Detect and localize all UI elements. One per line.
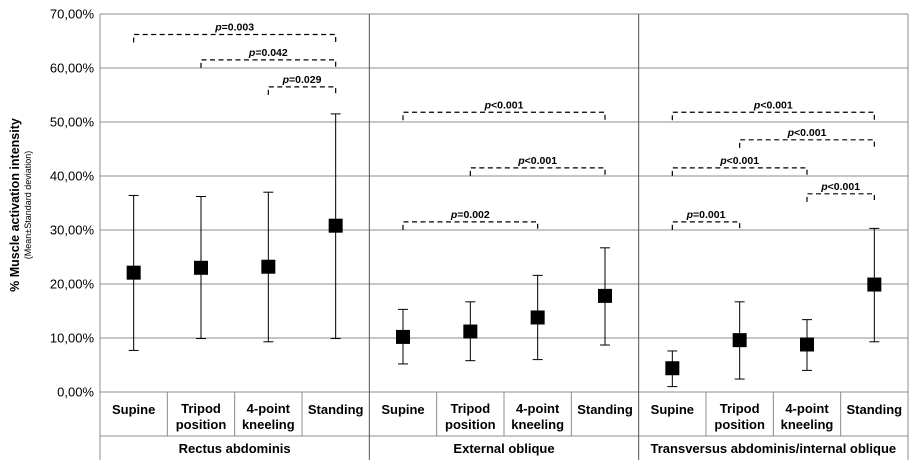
p-value-label: p<0.001 — [787, 127, 827, 139]
category-label: 4-point — [516, 401, 560, 416]
p-value-label: p=0.003 — [214, 22, 254, 34]
category-label: kneeling — [511, 417, 564, 432]
significance-bracket — [671, 167, 808, 176]
p-value-label: p<0.001 — [484, 99, 524, 111]
y-tick-label: 70,00% — [50, 7, 95, 22]
category-label: 4-point — [247, 401, 291, 416]
p-symbol: p — [820, 181, 828, 193]
category-label: Supine — [651, 402, 694, 417]
group-label: External oblique — [453, 441, 554, 456]
p-value: <0.001 — [828, 181, 861, 193]
mean-marker — [732, 333, 747, 348]
p-value-label: p<0.001 — [719, 155, 759, 167]
p-value: <0.001 — [491, 99, 524, 111]
mean-marker — [126, 265, 141, 280]
plot-frame — [99, 13, 909, 460]
p-value-label: p<0.001 — [753, 99, 793, 111]
category-label: position — [714, 417, 765, 432]
significance-bracket — [739, 139, 875, 148]
category-label: Standing — [577, 402, 633, 417]
mean-marker — [463, 324, 478, 339]
significance-bracket — [267, 86, 337, 95]
y-tick-label: 60,00% — [50, 61, 95, 76]
p-value: =0.001 — [693, 209, 726, 221]
p-value: <0.001 — [727, 155, 760, 167]
mean-marker — [867, 277, 882, 292]
y-tick-label: 30,00% — [50, 223, 95, 238]
category-label: Standing — [308, 402, 364, 417]
y-tick-label: 0,00% — [57, 385, 94, 400]
p-value: =0.002 — [457, 209, 490, 221]
mean-marker — [665, 361, 680, 376]
p-value-label: p<0.001 — [517, 155, 557, 167]
significance-bracket — [402, 111, 606, 121]
p-value-label: p=0.029 — [282, 74, 322, 86]
p-value-label: p=0.002 — [450, 209, 490, 221]
p-symbol: p — [753, 99, 761, 111]
category-label: Supine — [381, 402, 424, 417]
y-tick-label: 20,00% — [50, 277, 95, 292]
group-2: Transversus abdominis/internal oblique Su… — [651, 99, 903, 456]
p-symbol: p — [517, 155, 525, 167]
p-symbol: p — [248, 47, 256, 59]
y-tick-label: 40,00% — [50, 169, 95, 184]
p-symbol: p — [787, 127, 795, 139]
y-tick-label: 50,00% — [50, 115, 95, 130]
y-axis-label: % Muscle activation intensity — [8, 118, 22, 292]
grid — [100, 13, 908, 393]
p-symbol: p — [450, 209, 458, 221]
significance-bracket — [402, 221, 539, 230]
category-label: position — [445, 417, 496, 432]
p-symbol: p — [484, 99, 492, 111]
p-value: =0.003 — [222, 22, 255, 34]
p-value: =0.029 — [289, 74, 322, 86]
category-label: 4-point — [785, 401, 829, 416]
p-symbol: p — [282, 74, 290, 86]
mean-marker — [800, 337, 814, 352]
mean-marker — [530, 310, 545, 325]
y-tick-label: 10,00% — [50, 331, 95, 346]
significance-bracket — [200, 59, 337, 68]
category-label: Standing — [847, 402, 903, 417]
p-symbol: p — [214, 22, 222, 34]
category-label: kneeling — [242, 417, 295, 432]
significance-bracket — [806, 193, 875, 202]
p-value: <0.001 — [794, 127, 827, 139]
category-label: Tripod — [720, 401, 760, 416]
p-value-label: p=0.042 — [248, 47, 288, 59]
category-label: position — [176, 417, 227, 432]
p-value: =0.042 — [255, 47, 288, 59]
category-label: Supine — [112, 402, 155, 417]
category-label: kneeling — [781, 417, 834, 432]
p-symbol: p — [686, 209, 694, 221]
group-label: Rectus abdominis — [179, 441, 291, 456]
y-axis-sublabel: (Mean±Standard deviation) — [23, 151, 33, 260]
category-label: Tripod — [181, 401, 221, 416]
significance-bracket — [133, 33, 337, 43]
significance-bracket — [671, 111, 875, 121]
p-value-label: p=0.001 — [686, 209, 726, 221]
significance-bracket — [671, 221, 741, 230]
p-symbol: p — [719, 155, 727, 167]
p-value: <0.001 — [760, 99, 793, 111]
y-axis: 0,00% 10,00% 20,00% 30,00% 40,00% 50,00% 60,00… — [50, 7, 95, 400]
mean-marker — [598, 288, 612, 303]
mean-marker — [328, 218, 343, 233]
mean-marker — [396, 329, 410, 344]
mean-marker — [261, 259, 276, 274]
p-value: <0.001 — [525, 155, 558, 167]
significance-bracket — [469, 167, 606, 176]
mean-marker — [194, 260, 208, 275]
p-value-label: p<0.001 — [820, 181, 860, 193]
group-label: Transversus abdominis/internal oblique — [651, 441, 897, 456]
category-label: Tripod — [450, 401, 490, 416]
